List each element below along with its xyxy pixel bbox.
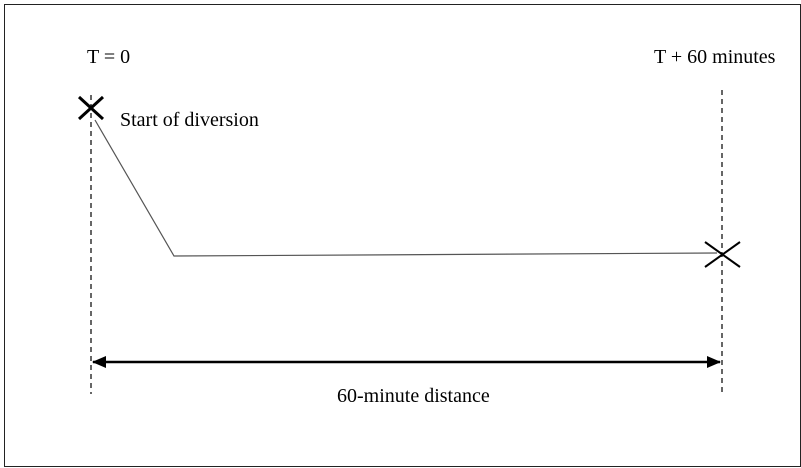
end-point-x-icon (704, 241, 741, 268)
start-time-label: T = 0 (87, 46, 130, 68)
start-point-x-icon (77, 95, 105, 121)
end-time-label: T + 60 minutes (654, 46, 776, 68)
distance-label: 60-minute distance (337, 385, 490, 407)
diversion-path (94, 119, 718, 257)
start-event-label: Start of diversion (120, 109, 259, 131)
